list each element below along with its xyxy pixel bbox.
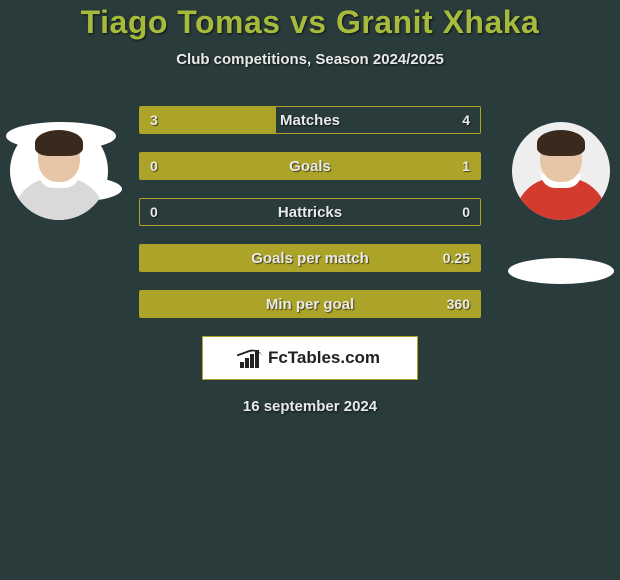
player-right-avatar — [512, 122, 610, 220]
stat-row: 360 Min per goal — [139, 290, 481, 318]
stat-label: Goals per match — [251, 250, 369, 267]
bar-fill-left — [140, 107, 276, 133]
stat-value-left: 0 — [150, 204, 158, 220]
logo-box: FcTables.com — [202, 336, 418, 380]
stat-row: 0 0 Hattricks — [139, 198, 481, 226]
stat-value-left: 0 — [150, 158, 158, 174]
subtitle: Club competitions, Season 2024/2025 — [0, 51, 620, 68]
stat-label: Hattricks — [278, 204, 342, 221]
stat-label: Matches — [280, 112, 340, 129]
stat-value-right: 0 — [462, 204, 470, 220]
date-text: 16 september 2024 — [0, 398, 620, 415]
stat-value-right: 4 — [462, 112, 470, 128]
stat-value-right: 360 — [447, 296, 470, 312]
stat-row: 3 4 Matches — [139, 106, 481, 134]
bar-chart-icon — [240, 348, 262, 368]
stat-row: 0.25 Goals per match — [139, 244, 481, 272]
stat-value-right: 0.25 — [443, 250, 470, 266]
page-title: Tiago Tomas vs Granit Xhaka — [0, 4, 620, 41]
decor-blob — [508, 258, 614, 284]
stat-row: 0 1 Goals — [139, 152, 481, 180]
stat-value-left: 3 — [150, 112, 158, 128]
logo-text: FcTables.com — [268, 348, 380, 368]
stat-label: Min per goal — [266, 296, 354, 313]
stat-value-right: 1 — [462, 158, 470, 174]
stat-label: Goals — [289, 158, 331, 175]
player-left-avatar — [10, 122, 108, 220]
